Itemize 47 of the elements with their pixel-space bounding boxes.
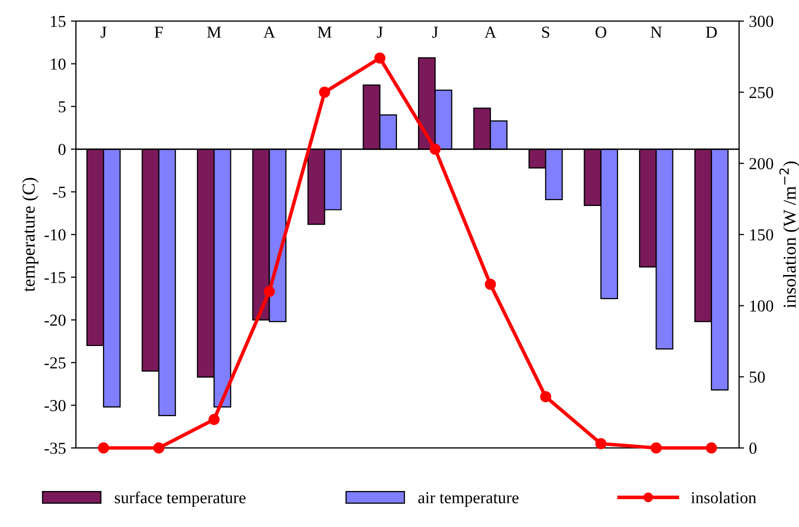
point [208,414,220,426]
x-tick-label: M [207,26,221,38]
y-tick-label: -30 [44,400,66,412]
x-tick-label: M [318,26,332,38]
point [706,442,717,454]
x-tick-label: A [484,26,496,38]
legend-label: surface temperature [114,491,246,507]
legend-label: air temperature [418,492,518,507]
y2-tick-label: 50 [750,372,765,383]
y-tick-label: 0 [58,144,66,156]
x-tick-label: F [154,26,163,38]
point [319,86,330,98]
y2-tick-label: 100 [750,300,774,312]
point [595,438,606,450]
y-tick-label: -10 [44,229,66,240]
point [430,144,441,155]
y2-tick-label: 300 [750,16,774,28]
point [484,278,496,290]
x-tick-label: O [596,26,606,38]
y2-tick-label: 200 [750,158,774,170]
point [540,391,552,402]
y2-tick-label: 150 [750,229,774,240]
y-tick-label: -25 [44,357,66,369]
x-tick-label: J [432,26,438,38]
point [650,442,662,454]
x-tick-label: A [263,26,276,38]
point [264,286,275,297]
x-tick-label: N [650,26,662,38]
y-tick-label: -35 [44,442,66,454]
y-tick-label: -20 [44,314,66,326]
x-tick-label: S [542,26,550,38]
y-tick-label: -5 [52,186,66,198]
y-axis-title: temperature (C) [22,178,38,292]
y2-tick-label: 250 [750,86,774,98]
point [153,442,164,454]
y-tick-label: 15 [50,16,66,28]
y-tick-label: -15 [44,272,66,284]
legend-label: insolation [691,492,756,504]
y2-tick-label: 0 [749,442,756,454]
y2-axis-title: insolation (W /m$^{−2}$) [779,161,799,308]
x-tick-label: J [376,26,383,38]
x-tick-label: D [706,26,717,38]
point [98,442,110,454]
x-tick-label: J [100,26,106,38]
y-tick-label: 5 [58,101,66,112]
point [374,52,386,64]
y-tick-label: 10 [50,58,66,70]
